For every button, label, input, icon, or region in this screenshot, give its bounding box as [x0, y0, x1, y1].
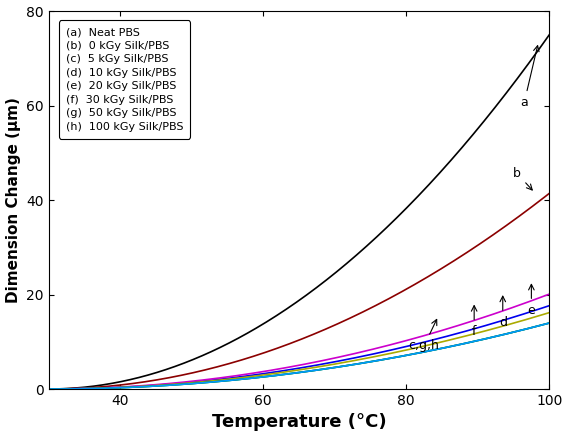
X-axis label: Temperature (°C): Temperature (°C)	[212, 413, 386, 431]
Text: a: a	[520, 46, 539, 109]
Y-axis label: Dimension Change (μm): Dimension Change (μm)	[6, 97, 20, 303]
Text: f: f	[471, 305, 477, 338]
Text: d: d	[499, 296, 507, 329]
Text: e: e	[528, 284, 535, 317]
Legend: (a)  Neat PBS, (b)  0 kGy Silk/PBS, (c)  5 kGy Silk/PBS, (d)  10 kGy Silk/PBS, (: (a) Neat PBS, (b) 0 kGy Silk/PBS, (c) 5 …	[59, 21, 190, 139]
Text: c,g,h: c,g,h	[408, 319, 440, 352]
Text: b: b	[513, 167, 532, 190]
